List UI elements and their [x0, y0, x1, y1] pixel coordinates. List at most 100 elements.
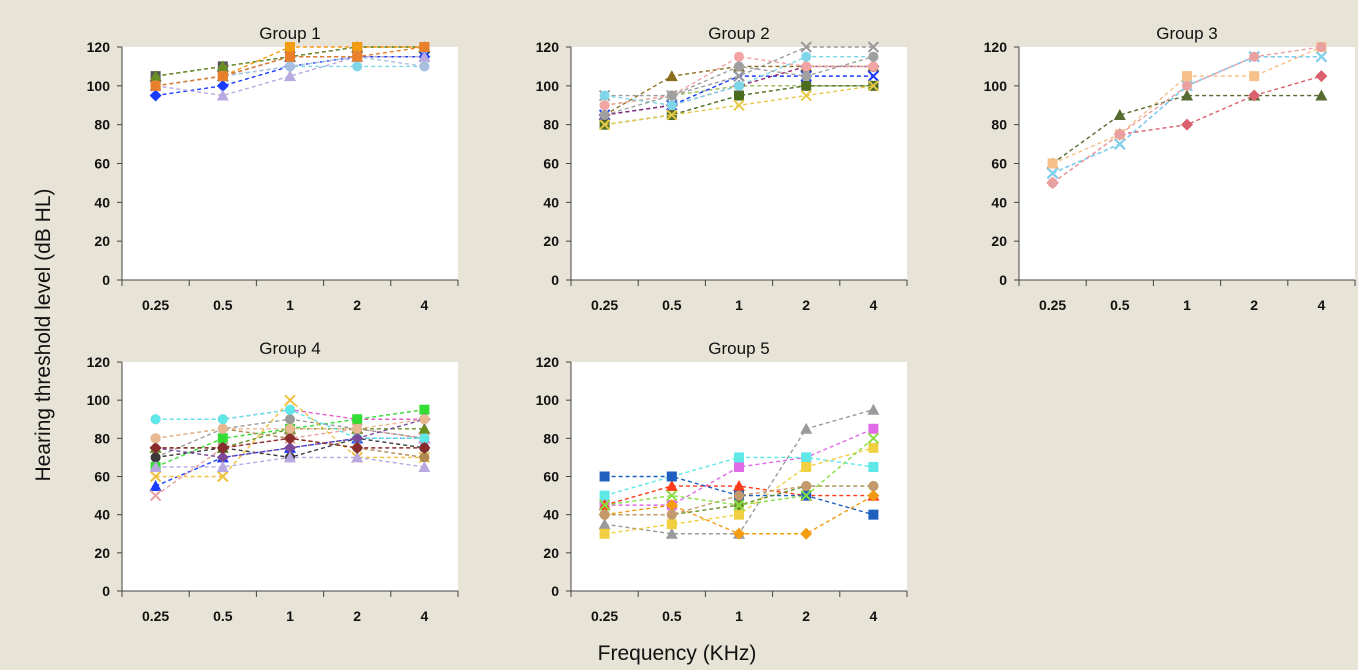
- y-tick-label: 100: [536, 78, 560, 94]
- data-point: [800, 89, 812, 102]
- data-point: [666, 90, 677, 101]
- data-point: [734, 452, 744, 463]
- series-line: [604, 485, 874, 516]
- series-line: [604, 46, 874, 97]
- panel-title: Group 4: [259, 339, 320, 358]
- panel-title: Group 3: [1156, 24, 1217, 43]
- y-tick-label: 0: [102, 583, 110, 599]
- y-tick-label: 60: [94, 156, 110, 172]
- data-point: [419, 404, 430, 415]
- data-point: [149, 441, 162, 454]
- data-point: [801, 452, 812, 463]
- data-point: [867, 489, 880, 502]
- data-point: [284, 70, 296, 82]
- data-point: [285, 51, 295, 62]
- data-point: [150, 80, 161, 91]
- data-point: [284, 432, 296, 445]
- data-point: [1181, 89, 1193, 101]
- y-tick-label: 0: [551, 583, 559, 599]
- y-tick-label: 60: [991, 156, 1007, 172]
- data-point: [149, 470, 162, 483]
- series-line: [604, 65, 874, 116]
- data-point: [734, 90, 744, 101]
- data-point: [867, 80, 880, 92]
- data-point: [666, 489, 678, 502]
- data-point: [419, 414, 430, 425]
- data-point: [733, 99, 745, 111]
- data-point: [419, 433, 430, 444]
- y-tick-label: 100: [87, 78, 111, 94]
- data-point: [216, 441, 229, 454]
- series-line: [604, 55, 874, 106]
- data-point: [733, 480, 745, 492]
- y-tick-label: 80: [94, 430, 110, 446]
- y-tick-label: 40: [543, 507, 559, 523]
- data-point: [599, 109, 610, 120]
- series-line: [604, 65, 874, 116]
- series-4: [599, 442, 879, 539]
- y-axis-label: Hearing threshold level (dB HL): [32, 189, 55, 482]
- plot-area: [122, 47, 458, 280]
- panel-3: 0 20 40 60 80 100 120 0.25 0.5 1 2 4 Group 3: [984, 24, 1356, 313]
- series-12: [149, 451, 431, 472]
- data-point: [1114, 138, 1126, 150]
- data-point: [1249, 51, 1260, 62]
- x-tick-label: 2: [353, 297, 361, 313]
- series-13: [149, 432, 431, 454]
- data-point: [1316, 42, 1327, 52]
- x-tick-label: 4: [870, 297, 878, 313]
- series-line: [604, 56, 874, 106]
- x-tick-label: 0.5: [213, 297, 233, 313]
- data-point: [734, 490, 744, 501]
- series-10: [598, 432, 880, 511]
- data-point: [868, 461, 879, 472]
- y-tick-label: 120: [87, 39, 111, 55]
- series-line: [604, 475, 874, 516]
- data-point: [868, 509, 879, 520]
- data-point: [352, 42, 363, 52]
- x-axis-label: Frequency (KHz): [598, 642, 757, 665]
- data-point: [734, 509, 744, 520]
- panel-title: Group 1: [259, 24, 320, 43]
- y-tick-label: 80: [94, 117, 110, 133]
- data-point: [868, 61, 879, 72]
- y-tick-label: 20: [991, 233, 1007, 249]
- data-point: [800, 422, 813, 434]
- panel-2: 0 20 40 60 80 100 120 0.25 0.5 1 2 4 Group 2: [536, 24, 908, 313]
- data-point: [734, 461, 744, 472]
- y-tick-label: 20: [543, 233, 559, 249]
- data-point: [1315, 51, 1328, 63]
- data-point: [217, 71, 228, 82]
- y-tick-label: 120: [536, 354, 560, 370]
- data-point: [285, 423, 295, 434]
- x-tick-label: 1: [735, 297, 743, 313]
- y-tick-label: 40: [94, 194, 110, 210]
- series-line: [604, 485, 874, 506]
- data-point: [733, 70, 745, 82]
- data-point: [1182, 71, 1192, 82]
- series-7: [598, 489, 880, 540]
- y-tick-label: 80: [991, 117, 1007, 133]
- series-8: [149, 394, 431, 483]
- panel-title: Group 5: [708, 339, 769, 358]
- y-tick-label: 0: [551, 272, 559, 288]
- data-point: [734, 80, 744, 91]
- data-point: [1046, 167, 1059, 179]
- y-tick-label: 40: [94, 507, 110, 523]
- data-point: [1047, 158, 1058, 169]
- data-point: [352, 61, 363, 72]
- data-point: [598, 118, 611, 131]
- data-point: [419, 61, 430, 72]
- y-tick-label: 20: [94, 545, 110, 561]
- y-tick-label: 100: [87, 392, 111, 408]
- data-point: [216, 79, 229, 92]
- series-9: [599, 481, 879, 520]
- y-tick-label: 120: [984, 39, 1008, 55]
- data-point: [150, 414, 161, 425]
- data-point: [599, 100, 610, 111]
- data-point: [801, 481, 812, 492]
- x-tick-label: 0.25: [142, 297, 169, 313]
- data-point: [666, 509, 677, 520]
- data-point: [149, 460, 162, 472]
- x-tick-label: 0.25: [142, 608, 169, 624]
